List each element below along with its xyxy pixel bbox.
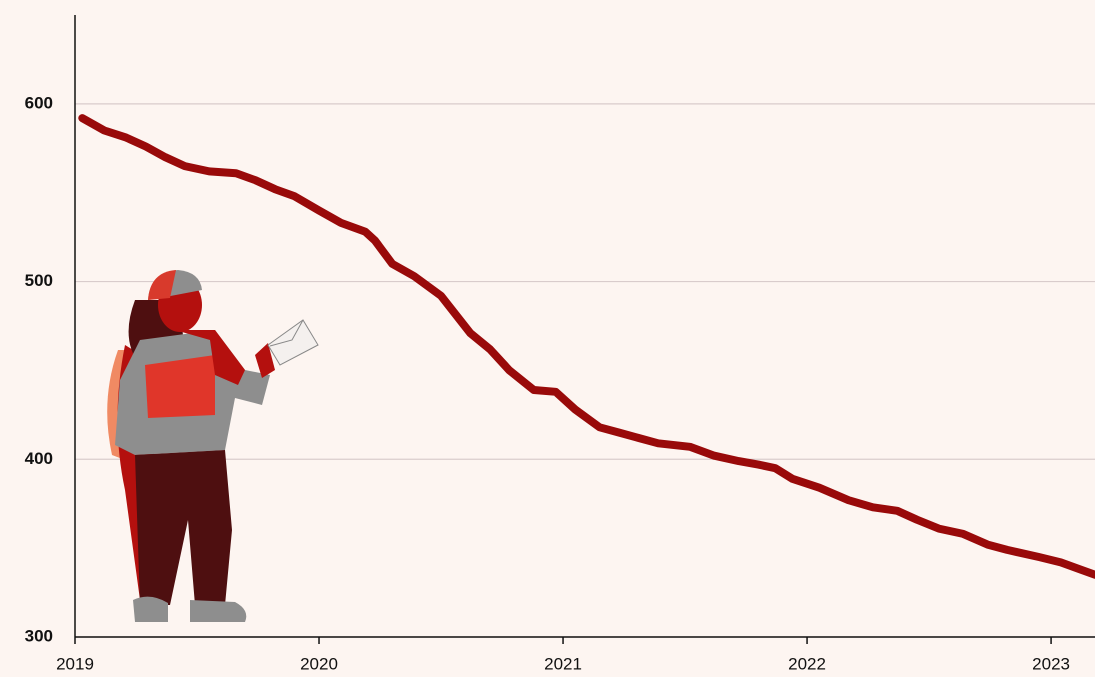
- x-tick-label: 2021: [544, 654, 582, 673]
- y-tick-label: 500: [25, 271, 53, 290]
- y-tick-label: 400: [25, 449, 53, 468]
- x-tick-label: 2019: [56, 654, 94, 673]
- illustration: [107, 270, 319, 622]
- y-tick-label: 600: [25, 93, 53, 112]
- x-tick-label: 2020: [300, 654, 338, 673]
- axes: 300 400 500 600 2019 2020 2021 2022 2023: [25, 15, 1095, 673]
- y-tick-label: 300: [25, 626, 53, 645]
- line: [78, 114, 1095, 579]
- x-tick-label: 2022: [788, 654, 826, 673]
- x-tick-label: 2023: [1032, 654, 1070, 673]
